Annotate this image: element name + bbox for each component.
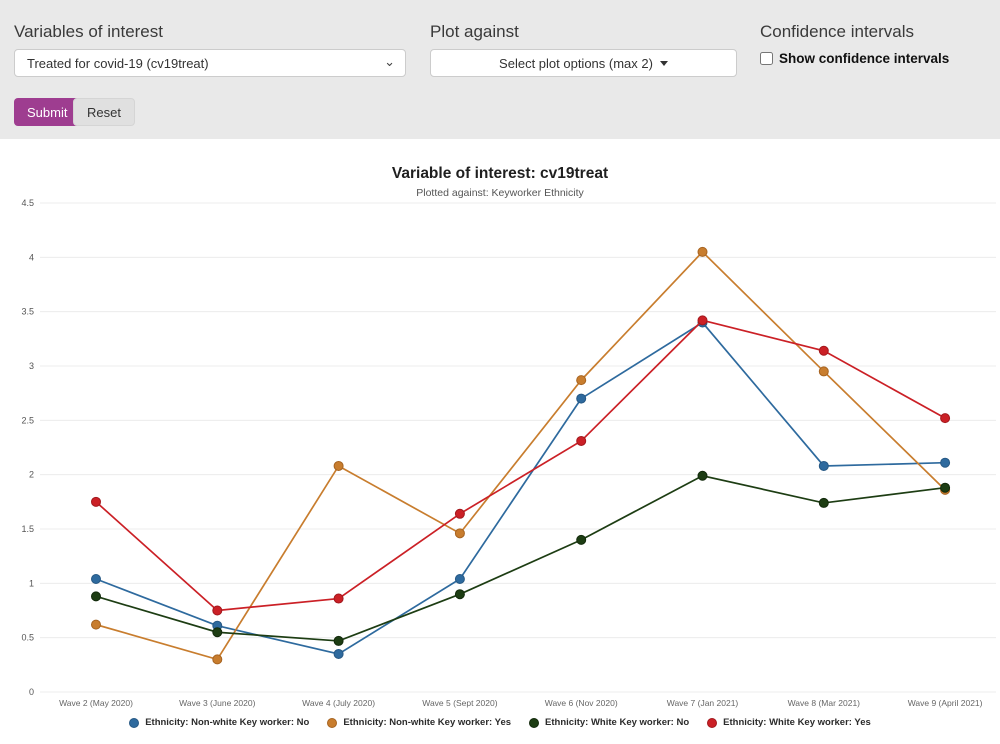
legend-item: Ethnicity: White Key worker: No (529, 717, 689, 728)
data-point (454, 589, 465, 600)
y-axis-tick: 1.5 (21, 524, 34, 534)
controls-bar: Variables of interest Treated for covid-… (0, 0, 1000, 139)
submit-button[interactable]: Submit (14, 98, 81, 126)
x-axis-tick: Wave 4 (July 2020) (302, 698, 375, 708)
data-point (212, 627, 223, 638)
variable-select-value: Treated for covid-19 (cv19treat) (27, 55, 209, 71)
legend-label: Ethnicity: White Key worker: No (545, 717, 690, 728)
x-axis-tick: Wave 6 (Nov 2020) (545, 698, 618, 708)
series-line (95, 319, 946, 612)
legend-label: Ethnicity: Non-white Key worker: Yes (343, 717, 512, 728)
data-point (454, 573, 465, 584)
chart-section: Variable of interest: cv19treat Plotted … (0, 139, 1000, 744)
line-chart-plot: 0 0.5 1 1.5 2 2.5 3 3.5 4 4.5 Wave 2 (May 2020) Wav… (21, 198, 996, 708)
x-axis-tick: Wave 8 (Mar 2021) (788, 698, 861, 708)
legend-item: Ethnicity: Non-white Key worker: Yes (327, 717, 511, 728)
data-point (333, 648, 344, 659)
data-point (818, 497, 829, 508)
legend-label: Ethnicity: White Key worker: Yes (723, 717, 871, 728)
data-point (91, 619, 101, 630)
variables-of-interest-label: Variables of interest (14, 22, 163, 41)
data-point (940, 413, 951, 424)
y-axis-tick: 0 (29, 687, 34, 697)
y-axis-tick: 3.5 (21, 307, 34, 317)
data-point (576, 435, 587, 446)
chart-legend: Ethnicity: Non-white Key worker: No Ethni… (0, 717, 1000, 728)
legend-item: Ethnicity: Non-white Key worker: No (129, 717, 309, 728)
data-point (940, 457, 951, 468)
x-axis-tick: Wave 5 (Sept 2020) (422, 698, 497, 708)
variable-select[interactable]: Treated for covid-19 (cv19treat) ⌄ (14, 49, 406, 77)
data-point (91, 496, 101, 507)
data-point (818, 345, 829, 356)
data-point (576, 534, 587, 545)
plot-against-label: Plot against (430, 22, 519, 41)
x-axis-tick: Wave 9 (April 2021) (908, 698, 983, 708)
x-axis-tick: Wave 3 (June 2020) (179, 698, 255, 708)
data-point (818, 366, 829, 377)
x-axis-tick: Wave 2 (May 2020) (59, 698, 133, 708)
y-axis-tick: 0.5 (21, 633, 34, 643)
y-axis-tick: 2 (29, 470, 34, 480)
legend-dot-icon (129, 717, 140, 728)
data-point (697, 315, 708, 326)
show-confidence-intervals-text: Show confidence intervals (779, 51, 950, 66)
y-axis-tick: 1 (29, 578, 34, 588)
y-axis-tick: 4.5 (21, 198, 34, 208)
y-axis-tick: 2.5 (21, 415, 34, 425)
caret-down-icon (659, 60, 668, 66)
legend-item: Ethnicity: White Key worker: Yes (707, 717, 871, 728)
data-point (91, 573, 101, 584)
data-point (212, 605, 223, 616)
chart-title: Variable of interest: cv19treat (391, 165, 609, 182)
data-point (818, 460, 829, 471)
plot-options-dropdown-label: Select plot options (max 2) (499, 55, 653, 71)
data-point (697, 470, 708, 481)
show-confidence-intervals-row: Show confidence intervals (760, 51, 949, 66)
show-confidence-intervals-checkbox[interactable] (760, 52, 773, 65)
data-point (333, 593, 344, 604)
series-line (95, 474, 946, 642)
chart-subtitle: Plotted against: Keyworker Ethnicity (416, 187, 584, 199)
legend-dot-icon (529, 717, 540, 728)
legend-dot-icon (327, 717, 338, 728)
data-point (576, 375, 587, 386)
series-line (95, 250, 946, 661)
legend-label: Ethnicity: Non-white Key worker: No (145, 717, 310, 728)
legend-dot-icon (707, 717, 718, 728)
data-point (940, 482, 951, 493)
data-point (91, 591, 101, 602)
data-point (333, 635, 344, 646)
series-line (95, 321, 946, 655)
reset-button[interactable]: Reset (73, 98, 135, 126)
data-point (454, 508, 465, 519)
chevron-down-icon: ⌄ (384, 54, 395, 69)
y-axis-tick: 3 (29, 361, 34, 371)
plot-options-dropdown[interactable]: Select plot options (max 2) (430, 49, 737, 77)
data-point (212, 654, 223, 665)
confidence-intervals-label: Confidence intervals (760, 22, 915, 41)
data-point (576, 393, 587, 404)
data-point (454, 528, 465, 539)
data-point (697, 246, 708, 257)
data-point (333, 460, 344, 471)
x-axis-tick: Wave 7 (Jan 2021) (667, 698, 739, 708)
y-axis-tick: 4 (29, 252, 34, 262)
